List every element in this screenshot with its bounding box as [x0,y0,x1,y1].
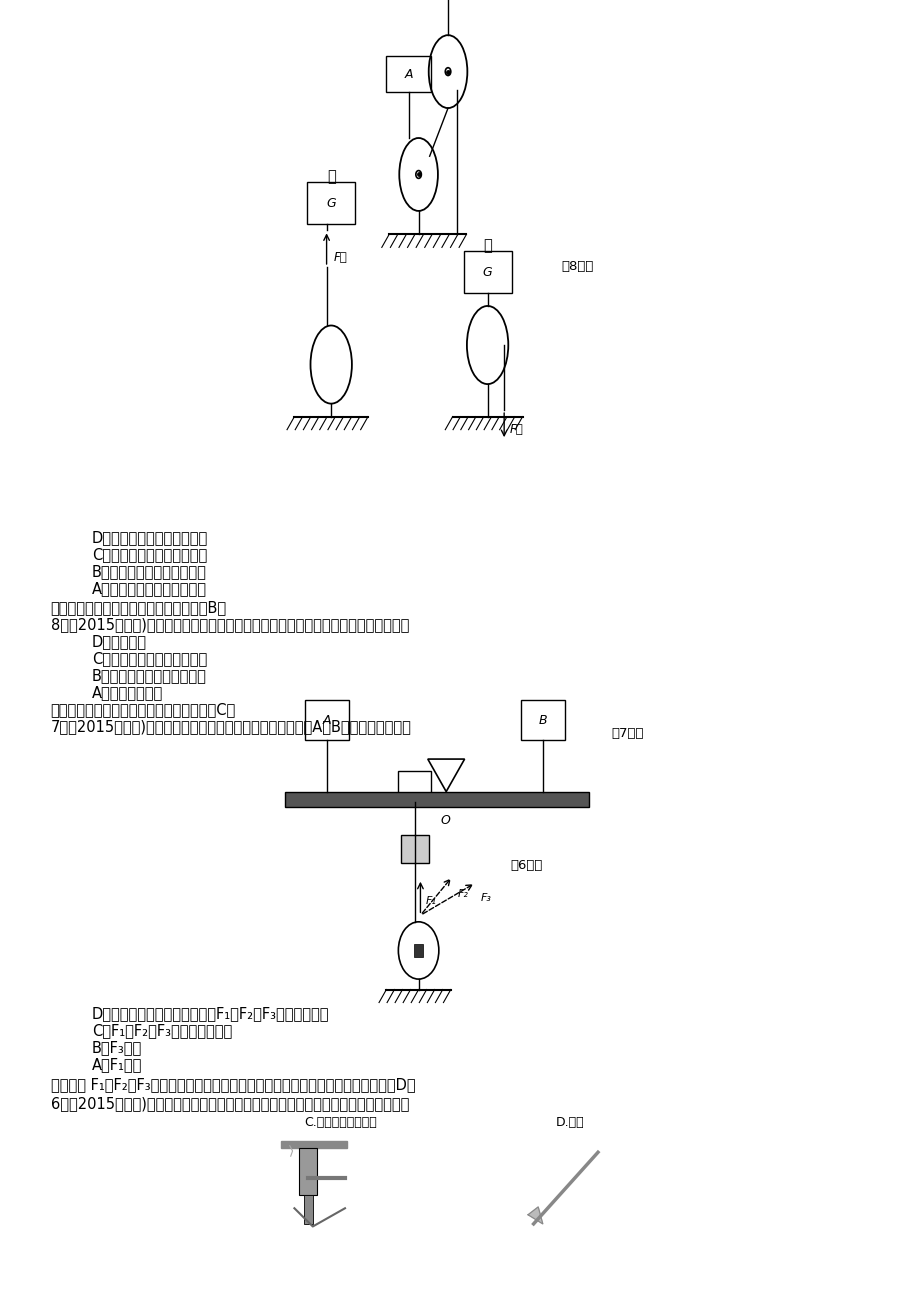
Text: C．F₁、F₂、F₃的大小不能确定: C．F₁、F₂、F₃的大小不能确定 [92,1023,232,1039]
Text: D．乙较省力，机械效率较高: D．乙较省力，机械效率较高 [92,530,208,546]
Text: 第6题图: 第6题图 [510,859,542,872]
Text: 第8题图: 第8题图 [561,260,593,273]
Text: 6．（2015，梅州)如图所示，用一根绳子绕过定滑轮，一端拴在钩码上，手执另一端，: 6．（2015，梅州)如图所示，用一根绳子绕过定滑轮，一端拴在钩码上，手执另一端… [51,1096,409,1112]
Text: C.活塞式抽水机抽水: C.活塞式抽水机抽水 [303,1116,377,1129]
Text: B: B [538,713,547,727]
Bar [285,792,588,807]
Text: A．F₁较大: A．F₁较大 [92,1057,142,1073]
Bar [304,700,348,740]
Text: 甲: 甲 [326,169,335,185]
Bar [303,1195,312,1224]
Text: 乙: 乙 [482,238,492,254]
Text: 分别用力 F₁、F₂、F₃匀速拉起钩码．忽略绳子与滑轮的摩擦，下列说法中正确的是（D）: 分别用力 F₁、F₂、F₃匀速拉起钩码．忽略绳子与滑轮的摩擦，下列说法中正确的是… [51,1077,414,1092]
Text: F₃: F₃ [480,893,491,904]
Bar [307,182,355,224]
Text: F甲: F甲 [334,251,347,264]
Text: O: O [440,814,450,827]
Text: 8．（2015，泉州)如图所示，用甲乙两种装置匀速提升同一重物，若每个滑轮重相同，: 8．（2015，泉州)如图所示，用甲乙两种装置匀速提升同一重物，若每个滑轮重相同… [51,617,409,633]
Polygon shape [528,1207,542,1224]
Bar [520,700,564,740]
Text: G: G [482,266,492,279]
Text: B．杠杆不能平衡，右端下沉: B．杠杆不能平衡，右端下沉 [92,668,207,684]
Text: D．无法判断: D．无法判断 [92,634,147,650]
Text: F₂: F₂ [457,889,468,900]
Text: F乙: F乙 [509,423,523,436]
Bar [386,56,430,92]
Text: G: G [326,197,335,210]
Text: 第7题图: 第7题图 [611,727,643,740]
Text: C．杠杆不能平衡，左端下沉: C．杠杆不能平衡，左端下沉 [92,651,207,667]
Text: A: A [322,713,331,727]
Text: F₁: F₁ [425,896,437,906]
Text: D.扫帚: D.扫帚 [555,1116,584,1129]
Text: 7．（2015，枣庄)如图所示，杠杆处于平衡状态，如果将物体A和B同时向靠近支点的: 7．（2015，枣庄)如图所示，杠杆处于平衡状态，如果将物体A和B同时向靠近支点… [51,719,411,734]
Text: C．甲较省力，机械效率较高: C．甲较省力，机械效率较高 [92,547,207,562]
Text: D．将钩码提升相同的高度，力F₁、F₂、F₃所做的功相等: D．将钩码提升相同的高度，力F₁、F₂、F₃所做的功相等 [92,1006,329,1022]
Text: A．甲较省力，机械效率较低: A．甲较省力，机械效率较低 [92,581,207,596]
Bar [414,944,423,957]
Text: B．乙较省力，机械效率较低: B．乙较省力，机械效率较低 [92,564,207,579]
Text: A．杠杆仍能平衡: A．杠杆仍能平衡 [92,685,163,700]
Bar [299,1148,317,1195]
Text: B．F₃较大: B．F₃较大 [92,1040,142,1056]
Text: 方向移动相同的距离，下列判断正确的是（C）: 方向移动相同的距离，下列判断正确的是（C） [51,702,235,717]
Text: 不计摩擦及绳重，则下列说法正确的是（B）: 不计摩擦及绳重，则下列说法正确的是（B） [51,600,226,616]
Bar [463,251,511,293]
Bar [398,771,431,802]
Bar [401,835,428,863]
Bar [280,1141,346,1148]
Text: A: A [403,68,413,81]
